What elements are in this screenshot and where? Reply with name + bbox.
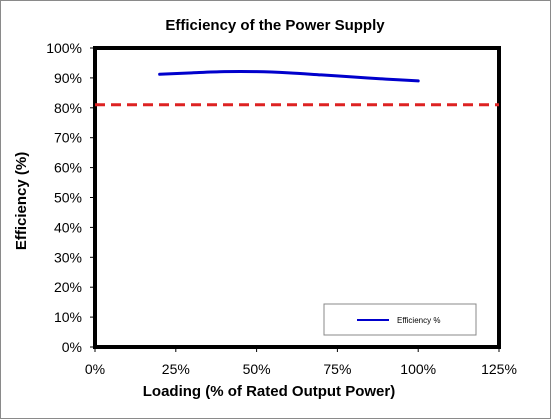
y-axis-label: Efficiency (%) <box>13 152 30 250</box>
x-tick-label: 50% <box>243 361 271 377</box>
y-tick-labels: 0% 10% 20% 30% 40% 50% 60% 70% 80% 90% 100% <box>46 40 82 355</box>
legend-box <box>323 303 477 336</box>
y-tick-label: 60% <box>54 160 82 176</box>
legend: Efficiency % <box>323 303 477 336</box>
y-tick-label: 10% <box>54 309 82 325</box>
x-tick-label: 125% <box>481 361 517 377</box>
y-tick-label: 50% <box>54 190 82 206</box>
y-tick-label: 80% <box>54 100 82 116</box>
plot-area-group: Efficiency % <box>90 46 501 352</box>
x-tick-labels: 0% 25% 50% 75% 100% 125% <box>85 361 517 377</box>
y-tick-label: 0% <box>62 339 82 355</box>
x-tick-label: 25% <box>162 361 190 377</box>
y-tick-label: 90% <box>54 70 82 86</box>
x-tick-label: 100% <box>400 361 436 377</box>
x-tick-label: 75% <box>323 361 351 377</box>
x-tick-label: 0% <box>85 361 105 377</box>
y-tick-label: 100% <box>46 40 82 56</box>
plot-frame <box>93 46 501 349</box>
y-tick-label: 40% <box>54 219 82 235</box>
x-axis-label: Loading (% of Rated Output Power) <box>143 383 395 400</box>
chart-title: Efficiency of the Power Supply <box>165 17 385 34</box>
y-tick-label: 30% <box>54 249 82 265</box>
y-tick-label: 20% <box>54 279 82 295</box>
legend-label: Efficiency % <box>397 316 440 325</box>
series-line <box>158 69 420 83</box>
y-tick-label: 70% <box>54 130 82 146</box>
